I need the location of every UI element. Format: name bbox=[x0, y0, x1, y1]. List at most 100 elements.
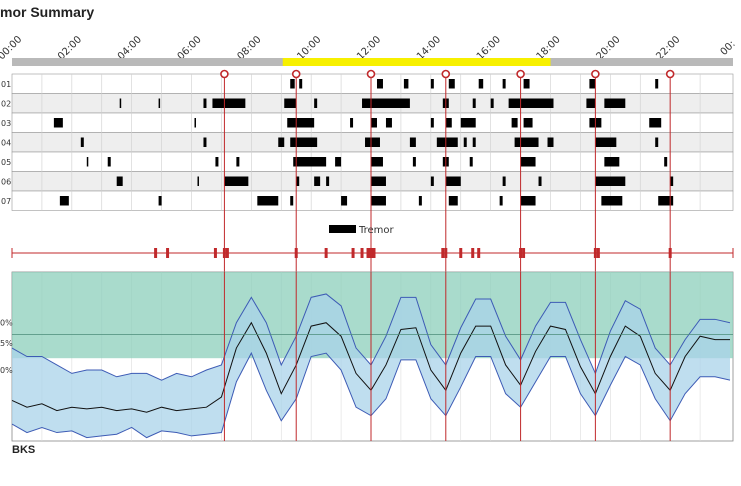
tremor-event bbox=[326, 176, 330, 186]
dose-marker bbox=[291, 69, 301, 79]
tremor-event bbox=[80, 137, 84, 147]
tremor-event bbox=[460, 118, 476, 128]
legend-swatch bbox=[329, 225, 356, 233]
tremor-event bbox=[514, 137, 539, 147]
tremor-event bbox=[203, 137, 207, 147]
tremor-event bbox=[604, 157, 620, 167]
tremor-event bbox=[430, 118, 434, 128]
tremor-event bbox=[445, 118, 452, 128]
tremor-event bbox=[502, 176, 506, 186]
tremor-event bbox=[215, 157, 219, 167]
tremor-event bbox=[448, 196, 458, 206]
event-marker bbox=[366, 248, 370, 258]
tremor-event bbox=[212, 98, 246, 108]
row-label: 03 bbox=[1, 119, 11, 128]
tremor-event bbox=[430, 79, 434, 89]
bks-area-chart: 0% 5% 0% bbox=[0, 271, 734, 442]
tremor-event bbox=[595, 137, 617, 147]
tremor-event bbox=[523, 79, 530, 89]
row-label: 02 bbox=[1, 99, 11, 108]
row-label: 06 bbox=[1, 177, 11, 186]
tremor-event bbox=[490, 98, 494, 108]
dose-marker bbox=[220, 69, 229, 79]
tremor-event bbox=[385, 118, 392, 128]
event-marker bbox=[360, 248, 364, 258]
tremor-event bbox=[655, 79, 659, 89]
legend-label: Tremor bbox=[358, 225, 395, 236]
dose-marker bbox=[366, 69, 376, 79]
tremor-event bbox=[586, 98, 596, 108]
tremor-event bbox=[445, 176, 461, 186]
event-marker bbox=[668, 248, 672, 258]
tremor-events bbox=[53, 79, 674, 206]
tremor-event bbox=[371, 157, 383, 167]
tremor-event bbox=[409, 137, 416, 147]
event-marker bbox=[471, 248, 475, 258]
tremor-event bbox=[376, 79, 383, 89]
event-marker bbox=[593, 248, 597, 258]
tremor-event bbox=[508, 98, 554, 108]
event-marker bbox=[351, 248, 355, 258]
tremor-event bbox=[472, 137, 476, 147]
tremor-event bbox=[158, 98, 161, 108]
y-tick-label: 0% bbox=[0, 366, 13, 375]
tremor-event bbox=[314, 98, 318, 108]
tremor-event bbox=[314, 176, 321, 186]
tremor-event bbox=[649, 118, 662, 128]
tremor-event bbox=[520, 157, 536, 167]
tremor-event bbox=[472, 98, 476, 108]
tremor-event bbox=[463, 137, 467, 147]
tremor-event bbox=[290, 196, 294, 206]
event-marker bbox=[222, 248, 226, 258]
tremor-event bbox=[53, 118, 63, 128]
tremor-event bbox=[430, 176, 434, 186]
tremor-event bbox=[436, 137, 458, 147]
tremor-event bbox=[520, 196, 536, 206]
tremor-event bbox=[664, 157, 668, 167]
tremor-event bbox=[224, 176, 249, 186]
row-label: 07 bbox=[1, 197, 11, 206]
y-tick-label: 0% bbox=[0, 319, 13, 328]
tremor-event bbox=[86, 157, 89, 167]
tremor-event bbox=[469, 157, 473, 167]
tremor-event bbox=[290, 137, 318, 147]
tremor-event bbox=[299, 79, 303, 89]
tremor-event bbox=[595, 176, 626, 186]
event-marker bbox=[596, 248, 600, 258]
event-marker bbox=[441, 248, 445, 258]
event-marker bbox=[372, 248, 376, 258]
tremor-event bbox=[412, 157, 416, 167]
event-marker bbox=[444, 248, 448, 258]
tremor-event bbox=[478, 79, 484, 89]
event-marker bbox=[154, 248, 158, 258]
dose-marker bbox=[441, 69, 451, 79]
tremor-event bbox=[538, 176, 542, 186]
tremor-event bbox=[371, 118, 377, 128]
dose-marker bbox=[516, 69, 525, 79]
tremor-event bbox=[284, 98, 297, 108]
tremor-event bbox=[658, 196, 674, 206]
tremor-event bbox=[194, 118, 196, 128]
tremor-event bbox=[278, 137, 285, 147]
tremor-event bbox=[403, 79, 409, 89]
event-marker bbox=[459, 248, 463, 258]
tremor-event bbox=[499, 196, 503, 206]
tremor-event bbox=[601, 196, 623, 206]
tremor-event bbox=[502, 79, 506, 89]
tremor-event bbox=[371, 196, 386, 206]
tremor-event bbox=[119, 98, 122, 108]
dose-marker bbox=[591, 69, 600, 79]
event-marker bbox=[294, 248, 298, 258]
tremor-event bbox=[448, 79, 455, 89]
tremor-event bbox=[116, 176, 123, 186]
tremor-event bbox=[670, 176, 674, 186]
tremor-event bbox=[296, 176, 300, 186]
dose-marker bbox=[665, 69, 675, 79]
event-marker bbox=[522, 248, 526, 258]
bks-axis-label: BKS bbox=[12, 444, 36, 456]
tremor-event bbox=[287, 118, 315, 128]
row-label: 05 bbox=[1, 158, 11, 167]
tremor-event bbox=[655, 137, 659, 147]
chart-title: mor Summary bbox=[0, 4, 95, 20]
